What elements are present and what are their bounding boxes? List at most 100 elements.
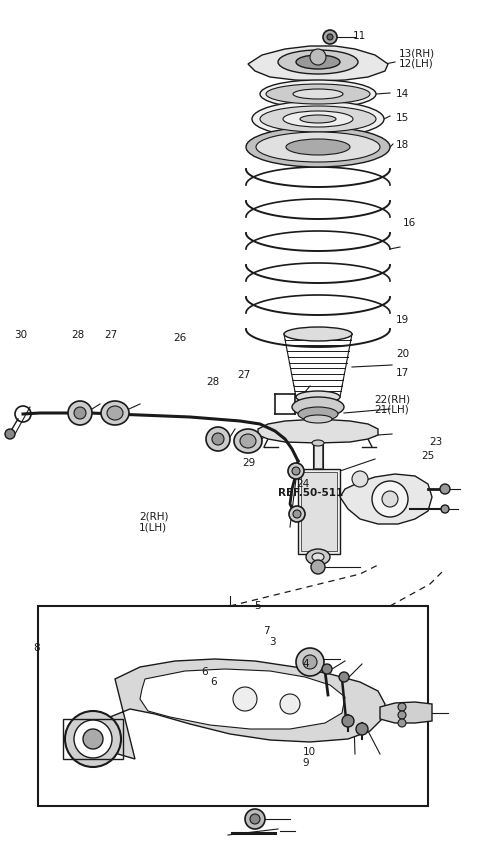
Circle shape — [311, 561, 325, 574]
Text: 29: 29 — [242, 458, 256, 468]
Circle shape — [342, 715, 354, 727]
Ellipse shape — [260, 81, 376, 109]
Text: 27: 27 — [237, 370, 251, 380]
Polygon shape — [258, 419, 378, 444]
Circle shape — [68, 401, 92, 425]
Circle shape — [288, 463, 304, 480]
Ellipse shape — [252, 102, 384, 138]
Ellipse shape — [256, 133, 380, 163]
Circle shape — [293, 510, 301, 518]
Text: 14: 14 — [396, 89, 409, 99]
Circle shape — [65, 711, 121, 767]
Ellipse shape — [266, 85, 370, 105]
Text: 22(RH): 22(RH) — [374, 394, 410, 404]
Circle shape — [322, 665, 332, 674]
Circle shape — [382, 492, 398, 508]
Ellipse shape — [234, 429, 262, 453]
Text: 2(RH): 2(RH) — [139, 511, 168, 521]
Circle shape — [296, 648, 324, 676]
Polygon shape — [340, 475, 432, 524]
Ellipse shape — [292, 398, 344, 417]
Circle shape — [83, 729, 103, 749]
Text: 19: 19 — [396, 314, 409, 325]
Text: REF.50-511: REF.50-511 — [278, 487, 344, 498]
Circle shape — [292, 468, 300, 475]
Ellipse shape — [293, 90, 343, 100]
Ellipse shape — [298, 407, 338, 422]
Ellipse shape — [101, 401, 129, 425]
Ellipse shape — [240, 435, 256, 448]
Text: 11: 11 — [353, 31, 366, 41]
Text: 17: 17 — [396, 367, 409, 377]
Polygon shape — [140, 669, 345, 729]
Bar — [38, 607, 428, 806]
Text: 28: 28 — [71, 330, 84, 340]
Polygon shape — [100, 659, 385, 759]
Text: 7: 7 — [263, 625, 270, 636]
Circle shape — [441, 505, 449, 514]
Text: 27: 27 — [105, 330, 118, 340]
Ellipse shape — [260, 106, 376, 133]
Text: 9: 9 — [302, 757, 309, 768]
Text: 26: 26 — [173, 332, 186, 343]
Text: 12(LH): 12(LH) — [398, 59, 433, 69]
Ellipse shape — [284, 328, 352, 342]
Text: 5: 5 — [254, 600, 261, 610]
Polygon shape — [380, 702, 432, 723]
Ellipse shape — [296, 392, 340, 404]
Ellipse shape — [312, 553, 324, 561]
Text: 28: 28 — [206, 377, 220, 387]
Ellipse shape — [296, 56, 340, 70]
Circle shape — [250, 814, 260, 824]
Circle shape — [289, 506, 305, 522]
Text: 6: 6 — [202, 666, 208, 676]
Text: 8: 8 — [34, 642, 40, 653]
Circle shape — [440, 485, 450, 494]
Text: 25: 25 — [421, 451, 435, 461]
Text: 18: 18 — [396, 140, 409, 150]
Circle shape — [398, 711, 406, 719]
Text: 21(LH): 21(LH) — [374, 404, 409, 414]
Text: 6: 6 — [210, 676, 217, 687]
Text: 10: 10 — [302, 746, 315, 757]
Bar — [63, 719, 123, 759]
Bar — [298, 469, 340, 555]
Text: 16: 16 — [403, 218, 417, 228]
Text: 13(RH): 13(RH) — [398, 49, 434, 59]
Circle shape — [398, 703, 406, 711]
Ellipse shape — [300, 116, 336, 124]
Circle shape — [212, 434, 224, 446]
Text: 15: 15 — [396, 112, 409, 123]
Circle shape — [327, 35, 333, 41]
Circle shape — [206, 428, 230, 452]
Ellipse shape — [312, 440, 324, 446]
Ellipse shape — [278, 51, 358, 75]
Text: 4: 4 — [302, 658, 309, 668]
Circle shape — [303, 655, 317, 669]
Text: 24: 24 — [297, 478, 310, 488]
Bar — [313, 444, 323, 469]
Circle shape — [233, 688, 257, 711]
Circle shape — [5, 429, 15, 440]
Text: 23: 23 — [430, 436, 443, 446]
Circle shape — [74, 407, 86, 419]
Ellipse shape — [304, 416, 332, 423]
Circle shape — [74, 720, 112, 758]
Circle shape — [398, 719, 406, 727]
Circle shape — [352, 471, 368, 487]
Polygon shape — [248, 47, 388, 82]
Ellipse shape — [306, 550, 330, 566]
Circle shape — [323, 31, 337, 45]
Ellipse shape — [286, 140, 350, 156]
Circle shape — [356, 723, 368, 735]
Circle shape — [372, 481, 408, 517]
Ellipse shape — [107, 406, 123, 421]
Text: 1(LH): 1(LH) — [139, 521, 168, 532]
Ellipse shape — [283, 112, 353, 128]
Circle shape — [245, 809, 265, 829]
Text: 20: 20 — [396, 348, 409, 359]
Ellipse shape — [246, 128, 390, 168]
Circle shape — [310, 50, 326, 66]
Text: 3: 3 — [269, 636, 276, 647]
Text: 30: 30 — [14, 330, 27, 340]
